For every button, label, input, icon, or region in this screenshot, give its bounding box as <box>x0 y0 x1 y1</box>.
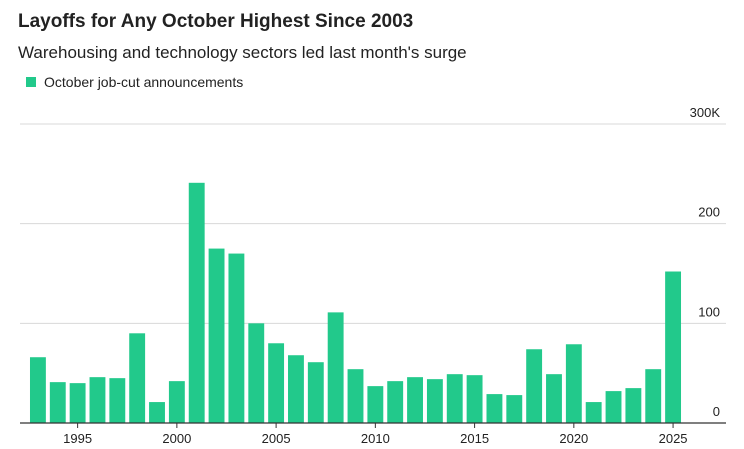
bar <box>565 344 582 423</box>
bar <box>526 349 543 423</box>
bar <box>129 333 146 423</box>
bar <box>367 386 384 423</box>
x-tick-label: 2020 <box>559 431 588 446</box>
bar <box>307 362 324 423</box>
bar <box>228 253 245 423</box>
bar <box>89 377 106 423</box>
chart-subtitle: Warehousing and technology sectors led l… <box>18 43 467 62</box>
bar <box>69 383 86 423</box>
legend-swatch <box>26 77 36 87</box>
bar <box>149 402 165 423</box>
bar <box>446 374 463 423</box>
bar <box>248 323 265 423</box>
x-tick-label: 2005 <box>262 431 291 446</box>
x-tick-label: 2010 <box>361 431 390 446</box>
bar <box>288 355 304 423</box>
bar <box>208 248 225 423</box>
bar <box>585 402 602 423</box>
bar <box>407 377 423 423</box>
bar <box>506 395 523 423</box>
bar <box>466 375 483 423</box>
x-tick-label: 2000 <box>162 431 191 446</box>
bar <box>168 381 185 423</box>
bar <box>188 182 205 423</box>
bar <box>426 379 443 423</box>
bar <box>109 378 126 423</box>
bar <box>268 343 285 423</box>
bar <box>645 369 662 423</box>
y-tick-label: 300K <box>690 105 721 120</box>
y-tick-label: 0 <box>713 404 720 419</box>
bar <box>625 388 642 423</box>
bar <box>665 271 682 423</box>
bar <box>347 369 364 423</box>
y-tick-label: 200 <box>698 205 720 220</box>
x-tick-label: 2015 <box>460 431 489 446</box>
bar <box>387 381 404 423</box>
bar <box>546 374 562 423</box>
x-tick-label: 1995 <box>63 431 92 446</box>
bar <box>486 394 503 423</box>
legend-label: October job-cut announcements <box>44 74 243 90</box>
x-tick-label: 2025 <box>659 431 688 446</box>
bar <box>29 357 46 423</box>
bar <box>327 312 344 423</box>
chart-title: Layoffs for Any October Highest Since 20… <box>18 11 413 32</box>
bar <box>605 391 622 423</box>
bar <box>49 382 66 423</box>
y-tick-label: 100 <box>698 304 720 319</box>
